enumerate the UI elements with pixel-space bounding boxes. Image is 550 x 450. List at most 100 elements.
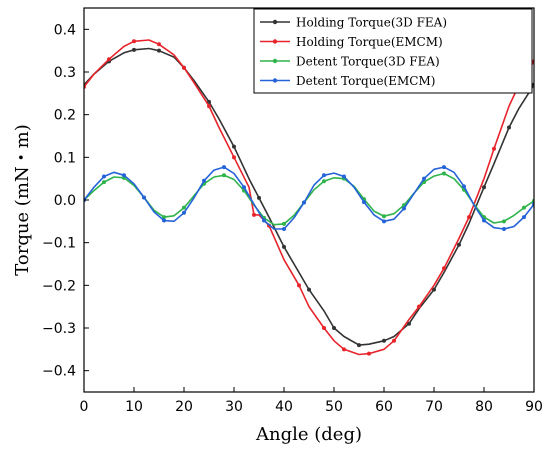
- x-tick-label: 70: [425, 399, 443, 415]
- legend-item: Detent Torque(3D FEA): [260, 55, 440, 69]
- data-point: [162, 215, 166, 220]
- data-point: [502, 219, 506, 224]
- legend-label: Holding Torque(EMCM): [296, 35, 443, 49]
- y-axis-title: Torque (mN・m): [12, 124, 33, 275]
- series-layer: [84, 39, 534, 356]
- x-tick-label: 80: [475, 399, 493, 415]
- data-point: [182, 65, 186, 70]
- data-point: [522, 205, 526, 210]
- legend-item: Holding Torque(EMCM): [260, 35, 443, 49]
- data-point: [222, 173, 226, 178]
- x-tick-label: 40: [275, 399, 293, 415]
- series-line: [84, 39, 534, 356]
- data-point: [502, 227, 506, 232]
- data-point: [302, 200, 306, 205]
- data-point: [342, 347, 346, 352]
- x-tick-label: 20: [175, 399, 193, 415]
- data-point: [442, 266, 446, 271]
- data-point: [432, 287, 436, 292]
- axis-ticks: 0 10 20 30 40 50 60 70 80 90 0.4 0.3 0.2 0.1 0.0 −0.1 −0…: [42, 22, 543, 415]
- data-point: [232, 155, 236, 160]
- data-point: [207, 99, 211, 104]
- data-point: [182, 205, 186, 210]
- data-point: [142, 195, 146, 200]
- data-point: [232, 144, 236, 149]
- data-point: [367, 351, 371, 356]
- data-point: [407, 321, 411, 326]
- data-point: [332, 326, 336, 330]
- data-point: [357, 343, 361, 348]
- series-detent-torque-emcm: [84, 165, 534, 232]
- legend-marker: [272, 78, 278, 83]
- data-point: [482, 218, 486, 223]
- legend-box: [253, 8, 533, 94]
- series-holding-torque-3d-fea: [84, 47, 534, 348]
- data-point: [297, 283, 301, 288]
- data-point: [282, 227, 286, 232]
- data-point: [157, 42, 161, 47]
- x-tick-label: 50: [325, 399, 343, 415]
- y-tick-label: 0.4: [54, 22, 76, 38]
- data-point: [282, 221, 286, 226]
- data-point: [467, 215, 471, 220]
- data-point: [102, 180, 106, 185]
- data-point: [307, 287, 311, 292]
- x-tick-label: 30: [225, 399, 243, 415]
- x-tick-label: 0: [80, 399, 89, 415]
- data-point: [462, 184, 466, 189]
- data-point: [157, 48, 161, 53]
- data-point: [507, 125, 511, 130]
- data-point: [482, 185, 486, 190]
- legend-label: Holding Torque(3D FEA): [296, 16, 447, 30]
- legend-marker: [272, 58, 278, 64]
- data-point: [442, 165, 446, 170]
- data-point: [122, 173, 126, 178]
- y-tick-label: −0.3: [42, 321, 76, 337]
- y-tick-label: −0.1: [42, 236, 76, 252]
- data-point: [382, 219, 386, 224]
- x-tick-label: 90: [525, 399, 543, 415]
- data-point: [457, 242, 461, 247]
- data-point: [522, 215, 526, 220]
- y-tick-label: 0.3: [54, 65, 76, 81]
- data-point: [102, 174, 106, 179]
- series-holding-torque-emcm: [84, 39, 534, 356]
- x-tick-label: 10: [125, 399, 143, 415]
- legend-item: Holding Torque(3D FEA): [260, 16, 447, 30]
- series-line: [84, 172, 534, 226]
- y-tick-label: −0.2: [42, 278, 76, 294]
- y-tick-label: −0.4: [42, 364, 76, 380]
- data-point: [417, 304, 421, 309]
- data-point: [382, 214, 386, 219]
- series-line: [84, 166, 534, 230]
- legend-label: Detent Torque(3D FEA): [296, 55, 440, 69]
- legend: Holding Torque(3D FEA) Holding Torque(EMC…: [253, 8, 533, 94]
- data-point: [257, 195, 261, 200]
- data-point: [222, 165, 226, 170]
- data-point: [362, 200, 366, 205]
- y-tick-label: 0.0: [54, 193, 76, 209]
- data-point: [282, 244, 286, 249]
- x-tick-label: 60: [375, 399, 393, 415]
- data-point: [402, 206, 406, 211]
- data-point: [442, 171, 446, 176]
- data-point: [252, 212, 256, 217]
- data-point: [382, 338, 386, 343]
- legend-marker: [272, 39, 278, 44]
- data-point: [322, 326, 326, 330]
- data-point: [182, 210, 186, 215]
- data-point: [132, 47, 136, 52]
- data-point: [207, 104, 211, 109]
- data-point: [202, 178, 206, 183]
- legend-label: Detent Torque(EMCM): [296, 74, 435, 88]
- data-point: [322, 173, 326, 178]
- data-point: [107, 57, 111, 62]
- data-point: [262, 218, 266, 223]
- x-axis-title: Angle (deg): [255, 424, 362, 445]
- data-point: [392, 338, 396, 343]
- data-point: [322, 179, 326, 184]
- data-point: [342, 174, 346, 179]
- data-point: [132, 39, 136, 44]
